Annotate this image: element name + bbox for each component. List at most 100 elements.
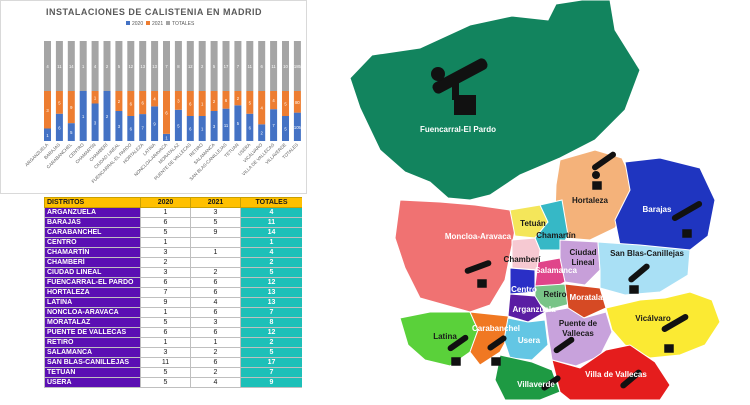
district-moratalaz (564, 283, 607, 319)
value-2020-cell: 1 (140, 337, 191, 348)
bar-totales (246, 41, 254, 91)
bar-label-totales: 7 (165, 64, 168, 69)
label-latina: Latina (433, 332, 457, 341)
bar-label-totales: 11 (248, 64, 253, 69)
bar-label-totales: 5 (118, 64, 121, 69)
label-fuencarral: Fuencarral-El Pardo (420, 125, 496, 134)
legend-label-2021: 2021 (152, 21, 163, 27)
bar-totales (270, 41, 278, 91)
bar-2020 (151, 106, 159, 141)
total-cell: 9 (240, 377, 302, 388)
label-chamberi: Chamberí (504, 255, 542, 264)
value-2020-cell: 1 (140, 207, 191, 218)
label-arganzuela: Arganzuela (512, 305, 556, 314)
bar-2021 (222, 91, 230, 109)
total-cell: 7 (240, 367, 302, 378)
bar-label-2020: 5 (70, 130, 73, 135)
district-cell: SALAMANCA (44, 347, 141, 358)
value-2020-cell: 6 (140, 217, 191, 228)
madrid-district-map: Fuencarral-El Pardo Hortaleza Barajas Mo… (349, 0, 721, 401)
bar-2020 (186, 116, 194, 141)
bar-label-2021: 5 (58, 100, 61, 105)
value-2021-cell: 4 (190, 297, 241, 308)
district-villa-vallecas (551, 344, 671, 401)
bar-label-totales: 8 (177, 64, 180, 69)
calisthenics-athlete-icon (431, 58, 488, 115)
bar-2021 (282, 91, 289, 116)
bar-label-2021: 2 (237, 96, 240, 101)
bar-label-totales: 4 (46, 64, 49, 69)
value-2020-cell: 7 (140, 287, 191, 298)
bar-label-2021: 5 (249, 100, 252, 105)
header-distritos: DISTRITOS (44, 197, 141, 208)
bar-label-2020: 6 (189, 127, 192, 132)
bar-label-2021: 6 (142, 101, 145, 106)
bar-2020 (79, 91, 87, 141)
bar-2020 (127, 116, 135, 141)
districts-table: DISTRITOS 2020 2021 TOTALES ARGANZUELA 1 3… (44, 197, 302, 388)
bar-2021 (151, 91, 159, 107)
bar-label-2020: 6 (249, 125, 252, 130)
district-usera (503, 317, 549, 361)
district-cell: RETIRO (44, 337, 141, 348)
header-totales: TOTALES (240, 197, 302, 208)
bar-2021 (234, 91, 242, 106)
bar-2020 (210, 111, 218, 141)
value-2020-cell: 6 (140, 327, 191, 338)
bar-label-totales: 2 (201, 64, 204, 69)
calisthenics-athlete-icon (620, 369, 642, 389)
bar-totales (282, 41, 289, 91)
table-row: NONCLOA-ARAVACA 1 6 7 (44, 307, 302, 318)
table-row: RETIRO 1 1 2 (44, 337, 302, 348)
value-2020-cell: 1 (140, 307, 191, 318)
table-row: LATINA 9 4 13 (44, 297, 302, 308)
calisthenics-athlete-icon (591, 151, 617, 190)
value-2021-cell: 1 (190, 337, 241, 348)
bar-label-totales: 17 (224, 64, 229, 69)
label-puente-2: Vallecas (562, 329, 594, 338)
bar-2021 (246, 91, 254, 114)
total-cell: 12 (240, 277, 302, 288)
bar-2021 (270, 91, 278, 110)
district-cell: FUENCARRAL-EL PARDO (44, 277, 141, 288)
bar-2020 (198, 116, 206, 141)
value-2021-cell (190, 257, 241, 268)
calisthenics-athlete-icon (553, 336, 575, 354)
total-cell: 2 (240, 337, 302, 348)
bar-2020 (258, 124, 266, 141)
table-row: HORTALEZA 7 6 13 (44, 287, 302, 298)
value-2020-cell: 3 (140, 247, 191, 258)
total-cell: 13 (240, 287, 302, 298)
value-2020-cell: 3 (140, 267, 191, 278)
calisthenics-athlete-icon (464, 260, 492, 288)
header-2021: 2021 (190, 197, 241, 208)
bar-label-2021: 2 (213, 99, 216, 104)
bar-totales (103, 41, 111, 91)
districts-table-panel: DISTRITOS 2020 2021 TOTALES ARGANZUELA 1 3… (44, 197, 302, 400)
bar-totales (174, 41, 182, 91)
district-cell: USERA (44, 377, 141, 388)
value-2020-cell: 6 (140, 277, 191, 288)
value-2021-cell: 4 (190, 377, 241, 388)
bar-totales (67, 41, 75, 91)
district-puente (544, 307, 613, 367)
stacked-bar-chart: INSTALACIONES DE CALISTENIA EN MADRID 202… (24, 7, 301, 184)
bar-label-2021: 1 (201, 102, 204, 107)
table-header-row: DISTRITOS 2020 2021 TOTALES (44, 197, 302, 208)
legend-swatch-2020 (126, 21, 130, 25)
bar-label-2021: 6 (165, 110, 168, 115)
chart-panel: INSTALACIONES DE CALISTENIA EN MADRID 202… (0, 0, 307, 194)
district-cell: ARGANZUELA (44, 207, 141, 218)
calisthenics-athlete-icon (671, 200, 703, 238)
calisthenics-athlete-icon (541, 375, 561, 391)
bar-totales (79, 41, 87, 91)
bar-label-totales: 4 (94, 64, 97, 69)
bar-2020 (139, 114, 147, 141)
calisthenics-athlete-icon (487, 335, 507, 366)
value-2021-cell: 2 (190, 347, 241, 358)
value-2020-cell: 5 (140, 377, 191, 388)
value-2021-cell: 2 (190, 267, 241, 278)
district-fuencarral (349, 0, 641, 201)
total-cell: 2 (240, 257, 302, 268)
label-centro: Centro (511, 285, 537, 294)
